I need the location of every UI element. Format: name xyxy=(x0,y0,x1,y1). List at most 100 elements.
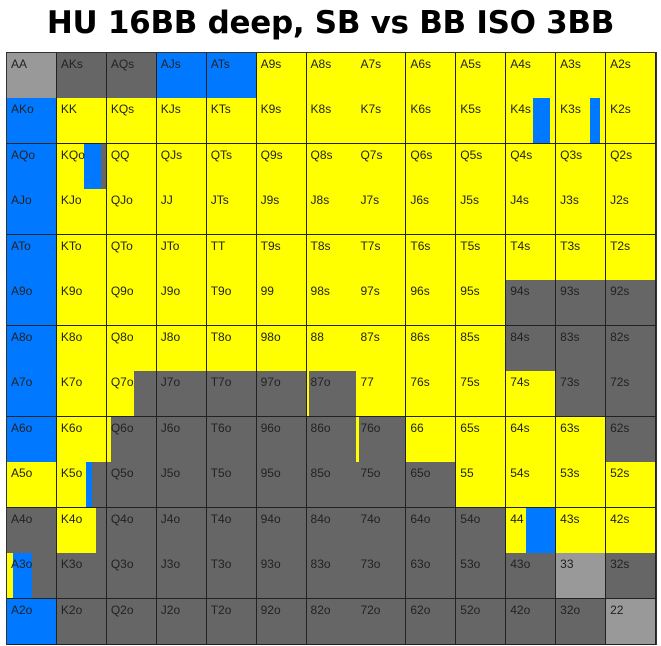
action-segment xyxy=(306,416,356,462)
hand-cell-j7s: J7s xyxy=(356,189,407,236)
hand-cell-85s: 85s xyxy=(456,325,507,372)
hand-label: Q5s xyxy=(460,147,483,162)
hand-cell-42o: 42o xyxy=(506,598,557,645)
action-segment xyxy=(406,189,456,235)
action-segment xyxy=(308,371,356,417)
hand-cell-82o: 82o xyxy=(306,598,357,645)
action-segment xyxy=(156,189,206,235)
action-segment xyxy=(556,280,606,326)
action-segment xyxy=(406,371,456,417)
hand-label: JTo xyxy=(160,238,180,253)
hand-label: 95s xyxy=(460,284,480,299)
hand-label: AKo xyxy=(11,102,34,117)
hand-cell-77: 77 xyxy=(356,371,407,418)
hand-cell-q3o: Q3o xyxy=(106,553,157,600)
action-segment xyxy=(606,280,656,326)
hand-cell-84o: 84o xyxy=(306,507,357,554)
action-segment xyxy=(106,416,111,462)
hand-cell-62s: 62s xyxy=(606,416,657,463)
hand-label: T8o xyxy=(210,329,232,344)
hand-label: A9s xyxy=(260,57,282,71)
hand-label: 76s xyxy=(410,375,430,390)
action-segment xyxy=(506,189,556,235)
action-segment xyxy=(156,416,206,462)
hand-label: K6s xyxy=(410,102,432,117)
action-segment xyxy=(356,143,406,189)
hand-label: 88 xyxy=(310,329,324,344)
action-segment xyxy=(12,553,32,599)
hand-cell-kjs: KJs xyxy=(156,98,207,145)
hand-label: Q5o xyxy=(110,466,134,481)
hand-cell-kjo: KJo xyxy=(56,189,107,236)
hand-label: 95o xyxy=(260,466,281,481)
action-segment xyxy=(356,598,406,644)
action-segment xyxy=(206,598,256,644)
hand-cell-52o: 52o xyxy=(456,598,507,645)
hand-cell-t9o: T9o xyxy=(206,280,257,327)
hand-label: ATo xyxy=(11,238,31,253)
action-segment xyxy=(156,553,206,599)
action-segment xyxy=(256,462,306,508)
action-segment xyxy=(456,189,506,235)
hand-cell-aa: AA xyxy=(7,53,57,99)
action-segment xyxy=(306,98,356,144)
action-segment xyxy=(7,462,56,508)
action-segment xyxy=(556,553,606,599)
hand-label: A8o xyxy=(11,329,33,344)
action-segment xyxy=(106,234,156,280)
hand-cell-99: 99 xyxy=(256,280,307,327)
action-segment xyxy=(156,234,206,280)
hand-label: 73o xyxy=(360,557,381,572)
action-segment xyxy=(206,416,256,462)
hand-cell-98s: 98s xyxy=(306,280,357,327)
hand-cell-63o: 63o xyxy=(406,553,457,600)
hand-label: KTo xyxy=(60,238,82,253)
action-segment xyxy=(406,416,456,462)
hand-range-grid: AA AKs AQs AJs ATs A9s A8s A7s A6s A5s A4s A3s A2s AK… xyxy=(6,52,657,645)
hand-label: J9s xyxy=(260,193,280,208)
hand-cell-j6s: J6s xyxy=(406,189,457,236)
hand-label: QJo xyxy=(110,193,133,208)
action-segment xyxy=(506,507,527,553)
action-segment xyxy=(7,371,56,417)
action-segment xyxy=(256,143,306,189)
hand-cell-63s: 63s xyxy=(556,416,607,463)
action-segment xyxy=(206,325,256,371)
action-segment xyxy=(456,280,506,326)
hand-cell-k4o: K4o xyxy=(56,507,107,554)
hand-cell-ako: AKo xyxy=(7,98,57,145)
hand-label: K3s xyxy=(560,102,581,117)
hand-label: 66 xyxy=(410,420,424,435)
hand-cell-k8o: K8o xyxy=(56,325,107,372)
hand-label: KK xyxy=(60,102,77,117)
action-segment xyxy=(506,325,556,371)
action-segment xyxy=(406,280,456,326)
hand-cell-a6o: A6o xyxy=(7,416,57,463)
hand-label: 43o xyxy=(510,557,531,572)
action-segment xyxy=(156,598,206,644)
hand-label: J8s xyxy=(310,193,330,208)
hand-cell-a7s: A7s xyxy=(356,53,407,99)
action-segment xyxy=(606,325,656,371)
hand-cell-74o: 74o xyxy=(356,507,407,554)
action-segment xyxy=(556,53,606,98)
hand-cell-kqo: KQo xyxy=(56,143,107,190)
action-segment xyxy=(306,143,356,189)
hand-cell-kts: KTs xyxy=(206,98,257,145)
hand-label: Q6s xyxy=(410,147,433,162)
action-segment xyxy=(206,553,256,599)
action-segment xyxy=(56,598,106,644)
hand-label: 84s xyxy=(510,329,530,344)
action-segment xyxy=(306,598,356,644)
hand-cell-ajo: AJo xyxy=(7,189,57,236)
hand-cell-64s: 64s xyxy=(506,416,557,463)
hand-label: ATs xyxy=(210,57,230,71)
action-segment xyxy=(7,507,56,553)
action-segment xyxy=(56,98,106,144)
hand-label: K3o xyxy=(60,557,83,572)
action-segment xyxy=(256,325,306,371)
action-segment xyxy=(406,53,456,98)
hand-label: 63o xyxy=(410,557,431,572)
action-segment xyxy=(556,371,606,417)
hand-label: T7o xyxy=(210,375,232,390)
